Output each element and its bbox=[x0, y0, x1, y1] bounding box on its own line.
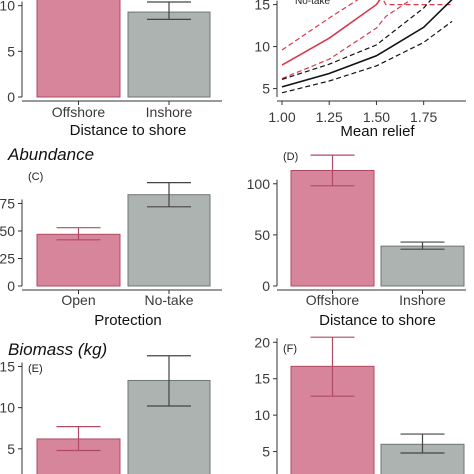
bar-open bbox=[36, 233, 121, 287]
x-tick-label: 1.50 bbox=[363, 109, 390, 125]
x-tick-label: No-take bbox=[144, 292, 193, 308]
x-tick-label: Offshore bbox=[52, 104, 106, 120]
bar-offshore bbox=[36, 0, 121, 98]
x-tick-label: Offshore bbox=[306, 292, 360, 308]
panel-letter: (F) bbox=[283, 343, 297, 355]
x-tick-label: Inshore bbox=[399, 292, 446, 308]
y-tick-label: 5 bbox=[262, 81, 270, 97]
x-tick-label: 1.00 bbox=[268, 109, 295, 125]
x-tick-label: 1.75 bbox=[410, 109, 437, 125]
y-tick-label: 15 bbox=[254, 371, 270, 387]
x-axis-title: Distance to shore bbox=[319, 312, 436, 329]
x-tick-label: 1.25 bbox=[316, 109, 343, 125]
y-tick-label: 50 bbox=[0, 223, 15, 239]
section-title-abundance: Abundance bbox=[7, 145, 94, 164]
y-tick-label: 15 bbox=[0, 358, 15, 374]
panel-D: 0 50 100 (D) Offshore Inshore Distance to shor… bbox=[247, 151, 466, 329]
bar-inshore bbox=[380, 245, 465, 287]
y-tick-label: 10 bbox=[254, 39, 270, 55]
panel-top-right: 5 10 15 1.00 1.25 1.50 1.75 No-take Mean relief bbox=[254, 0, 466, 140]
y-tick-label: 25 bbox=[0, 251, 15, 267]
fit-line-open bbox=[281, 0, 381, 66]
y-tick-label: 5 bbox=[7, 441, 15, 457]
ci-upper-no-take bbox=[281, 0, 432, 80]
y-tick-label: 0 bbox=[7, 89, 15, 105]
panel-F: 5 10 15 20 (F) bbox=[254, 334, 465, 474]
panel-letter: (D) bbox=[283, 151, 298, 163]
bar-offshore bbox=[290, 169, 375, 287]
x-axis-title: Distance to shore bbox=[70, 122, 187, 139]
y-tick-label: 10 bbox=[254, 407, 270, 423]
section-title-biomass: Biomass (kg) bbox=[8, 340, 107, 359]
panel-letter: (E) bbox=[28, 363, 43, 375]
legend-label: No-take bbox=[295, 0, 330, 7]
panel-letter: (C) bbox=[28, 171, 43, 183]
bar-inshore bbox=[127, 11, 211, 98]
x-tick-label: Inshore bbox=[146, 104, 193, 120]
y-tick-label: 75 bbox=[0, 196, 15, 212]
y-tick-label: 100 bbox=[247, 176, 271, 192]
fit-line-no-take bbox=[281, 0, 453, 88]
y-tick-label: 15 bbox=[254, 0, 270, 13]
y-tick-label: 5 bbox=[7, 43, 15, 59]
y-tick-label: 10 bbox=[0, 0, 15, 14]
ci-lower-no-take bbox=[281, 20, 453, 94]
ci-lower-open bbox=[281, 0, 412, 80]
y-tick-label: 50 bbox=[254, 227, 270, 243]
panel-C: 0 25 50 75 (C) Open No-take Protection bbox=[0, 171, 222, 329]
x-axis-title: Mean relief bbox=[340, 123, 415, 140]
x-tick-label: Open bbox=[61, 292, 95, 308]
y-tick-label: 10 bbox=[0, 400, 15, 416]
y-tick-label: 0 bbox=[7, 278, 15, 294]
panel-top-left: 0 5 10 Offshore Inshore Distance to shore bbox=[0, 0, 222, 139]
panel-E: 5 10 15 (E) bbox=[0, 355, 211, 474]
x-axis-title: Protection bbox=[94, 312, 162, 329]
y-tick-label: 5 bbox=[262, 444, 270, 460]
y-tick-label: 0 bbox=[262, 278, 270, 294]
y-tick-label: 20 bbox=[254, 334, 270, 350]
bar-no-take bbox=[127, 194, 211, 287]
